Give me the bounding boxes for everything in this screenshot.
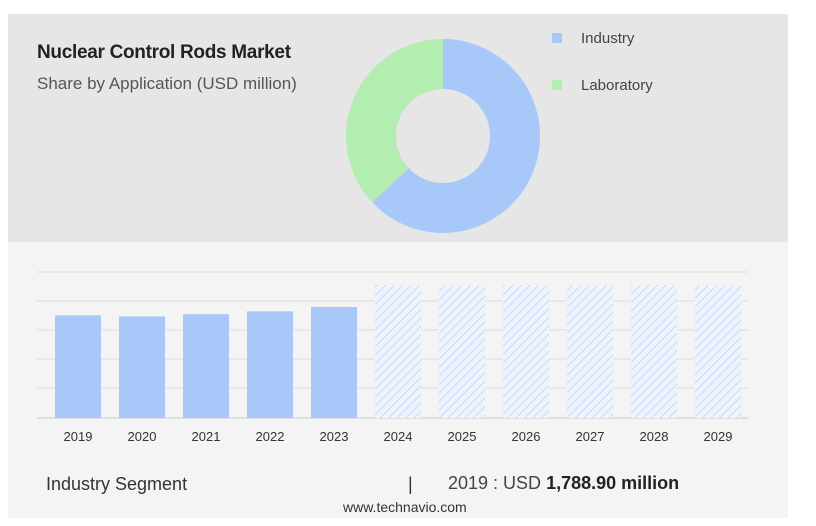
x-tick-label-2023: 2023 [320,429,349,444]
legend-swatch-laboratory [552,80,562,90]
segment-label: Industry Segment [46,474,188,494]
x-tick-label-2024: 2024 [384,429,413,444]
x-tick-label-2022: 2022 [256,429,285,444]
x-tick-label-2029: 2029 [704,429,733,444]
forecast-bar-2024 [375,285,421,418]
source-link[interactable]: www.technavio.com [343,499,467,515]
legend-item-industry: Industry [552,28,634,48]
chart-title: Nuclear Control Rods Market [37,42,291,63]
legend-item-laboratory: Laboratory [552,75,653,95]
x-tick-label-2027: 2027 [576,429,605,444]
segment-value: 2019 : USD 1,788.90 million [448,473,679,494]
legend-label-industry: Industry [581,29,635,47]
x-tick-label-2020: 2020 [128,429,157,444]
bar-2022 [247,311,293,418]
bar-2019 [55,315,101,418]
bar-2023 [311,307,357,418]
forecast-bar-2028 [631,285,677,418]
x-tick-label-2025: 2025 [448,429,477,444]
x-tick-label-2019: 2019 [64,429,93,444]
forecast-bar-2027 [567,285,613,418]
bar-2021 [183,314,229,418]
donut-slice-industry [372,39,540,233]
x-tick-label-2021: 2021 [192,429,221,444]
x-tick-label-2028: 2028 [640,429,669,444]
forecast-bar-2029 [695,285,741,418]
chart-subtitle: Share by Application (USD million) [37,74,297,93]
donut-slice-laboratory [346,39,443,203]
legend-label-laboratory: Laboratory [581,76,653,94]
x-tick-label-2026: 2026 [512,429,541,444]
segment-value-amount: 1,788.90 million [546,473,680,493]
donut-chart [346,39,540,233]
legend-swatch-industry [552,33,562,43]
bar-2020 [119,316,165,418]
forecast-bar-2025 [439,285,485,418]
bar-chart: 2019 2020 2021 2022 2023 2024 2025 2026 2027 2028… [37,271,748,444]
segment-value-prefix: 2019 : USD [448,473,542,493]
footer-separator: | [408,474,413,494]
forecast-bar-2026 [503,285,549,418]
